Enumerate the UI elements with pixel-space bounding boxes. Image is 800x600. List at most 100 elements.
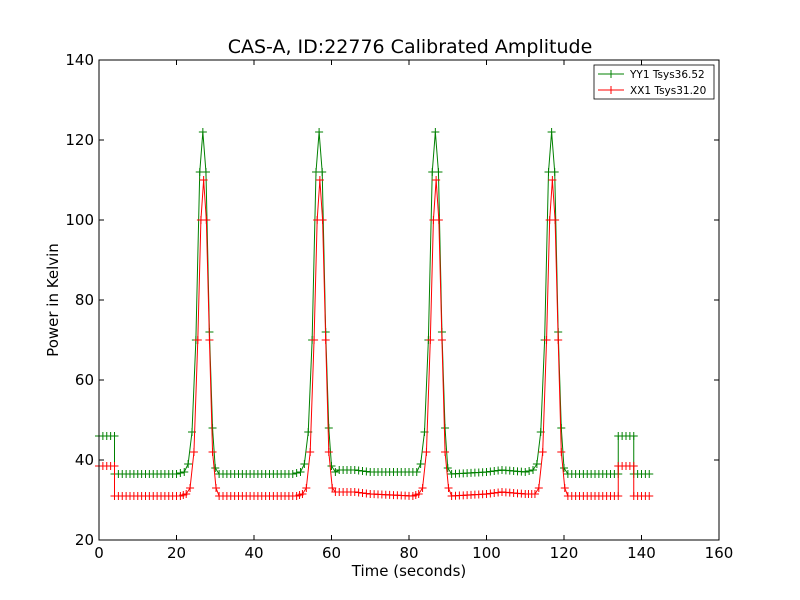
data-point [321,336,330,344]
legend-box [593,64,715,100]
chart-title: CAS-A, ID:22776 Calibrated Amplitude [228,36,593,58]
data-point [441,448,450,456]
data-point [434,216,443,224]
y-tick-label: 40 [75,451,94,469]
data-point [538,448,547,456]
data-point [554,336,563,344]
data-point [547,128,556,136]
data-point [186,484,195,492]
data-point [324,448,333,456]
data-point [292,469,301,477]
data-point [180,468,189,476]
data-point [205,336,214,344]
data-point [189,448,198,456]
legend-label-yy1: YY1 Tsys36.52 [629,69,705,81]
series-1 [95,176,654,500]
x-tick-label: 100 [472,544,501,562]
data-point [525,467,534,475]
data-point [315,128,324,136]
y-tick-label: 100 [65,211,94,229]
data-point [443,464,452,472]
y-tick-label: 120 [65,131,94,149]
data-point [532,460,541,468]
data-point [300,460,309,468]
data-point [414,490,423,498]
data-point [310,336,319,344]
x-tick-label: 20 [167,544,186,562]
data-point [182,490,191,498]
data-point [416,460,425,468]
data-point [542,336,551,344]
data-point [645,470,654,478]
y-tick-label: 140 [65,51,94,69]
x-axis-label: Time (seconds) [351,562,467,580]
legend: YY1 Tsys36.52 XX1 Tsys31.20 [593,64,715,100]
data-point [432,176,441,184]
data-point [529,466,537,474]
legend-label-xx1: XX1 Tsys31.20 [630,85,706,97]
data-point [302,484,311,492]
data-point [296,468,305,476]
data-point [557,448,566,456]
data-point [437,336,446,344]
series-layer [95,128,654,500]
data-point [331,468,340,476]
y-tick-label: 20 [75,531,94,549]
data-point [172,470,181,478]
data-point [557,424,566,432]
legend-marker-yy1 [607,70,615,78]
data-point [110,432,119,440]
data-point [315,176,324,184]
data-point [327,462,336,470]
legend-entry-yy1: YY1 Tsys36.52 [598,69,705,81]
data-point [614,492,623,500]
data-point [318,168,327,176]
data-point [288,470,297,478]
data-point [426,336,435,344]
data-point [629,462,638,470]
data-point [521,468,530,476]
data-point [202,216,211,224]
data-point [422,448,431,456]
legend-marker-xx1 [607,86,615,94]
data-point [176,469,185,477]
data-point [199,176,208,184]
data-point [318,216,327,224]
data-point [298,490,307,498]
data-point [208,448,217,456]
x-tick-label: 0 [94,544,104,562]
x-tick-label: 40 [244,544,263,562]
data-point [212,484,221,492]
data-point [645,492,654,500]
legend-entry-xx1: XX1 Tsys31.20 [598,85,706,97]
data-point [434,168,443,176]
series-0 [95,128,654,478]
x-tick-label: 80 [399,544,418,562]
data-point [560,464,568,472]
data-point [198,128,207,136]
data-point [208,424,217,432]
data-point [629,432,638,440]
data-point [201,168,210,176]
data-point [441,424,450,432]
data-point [560,484,569,492]
y-tick-label: 80 [75,291,94,309]
data-point [306,448,315,456]
x-tick-label: 120 [550,544,579,562]
x-tick-label: 60 [322,544,341,562]
data-point [550,168,559,176]
data-point [530,490,539,498]
data-point [184,460,193,468]
data-point [193,336,202,344]
data-point [324,424,333,432]
y-tick-label: 60 [75,371,94,389]
data-point [431,128,440,136]
x-tick-label: 160 [705,544,734,562]
data-point [444,484,453,492]
data-point [412,468,421,476]
series-line [99,179,650,497]
x-tick-label: 140 [627,544,656,562]
data-point [418,484,427,492]
data-point [551,216,560,224]
